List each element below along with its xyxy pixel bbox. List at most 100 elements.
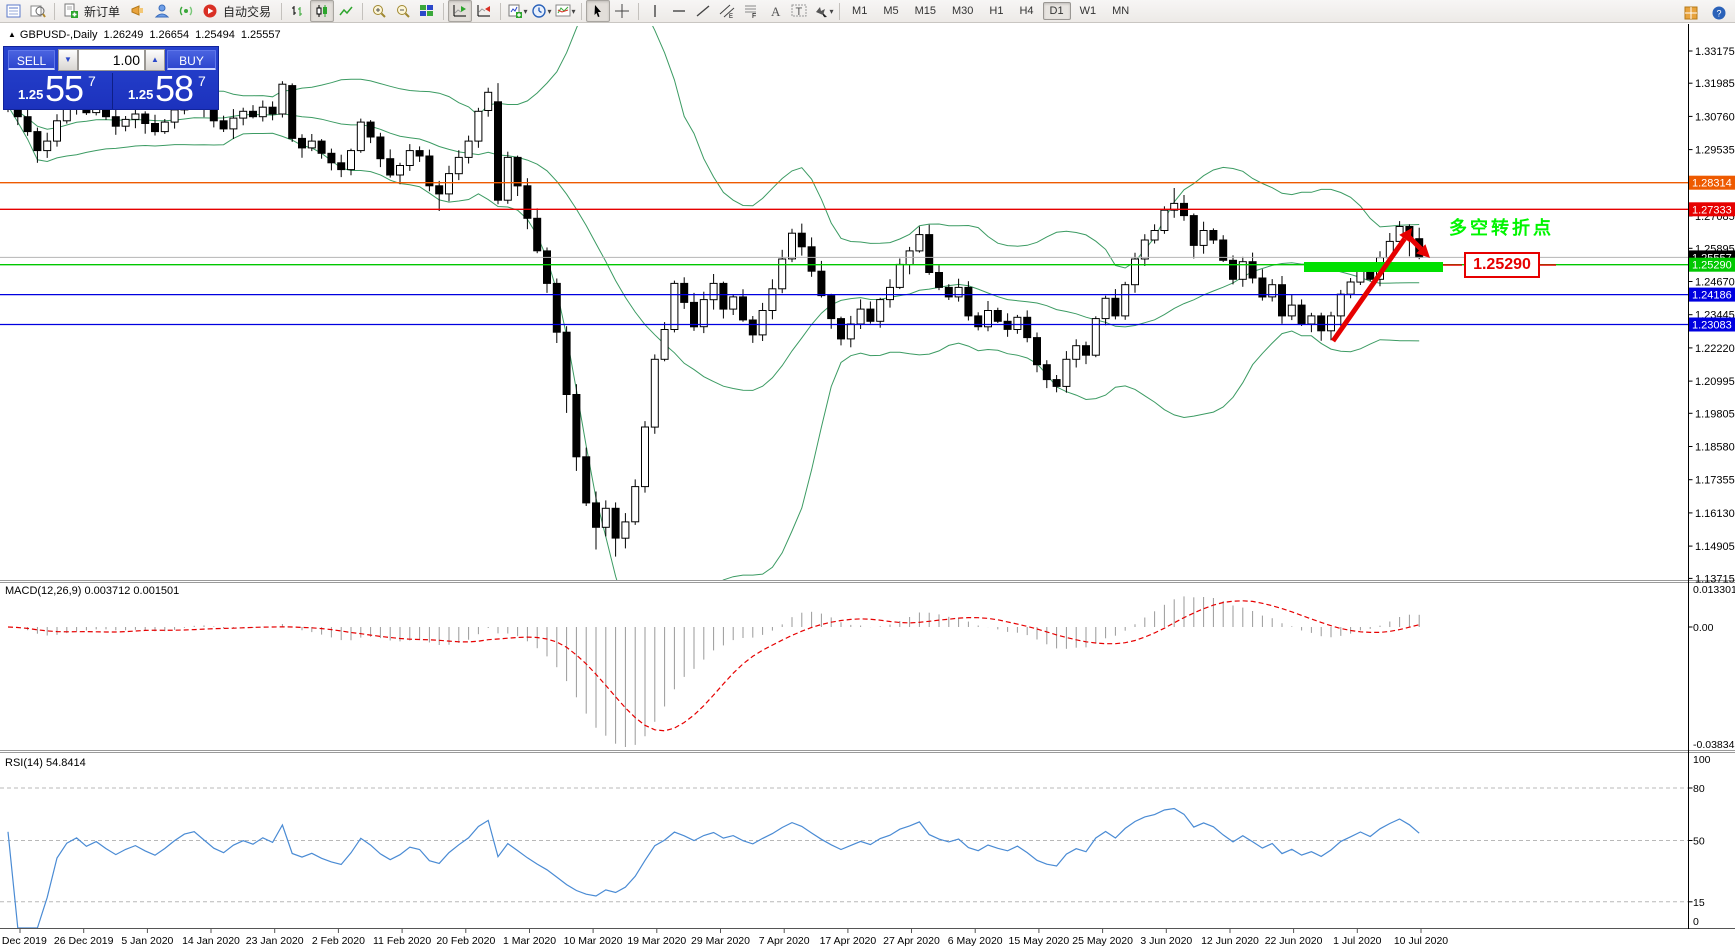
price-badge (1689, 175, 1735, 190)
menu-grid-button[interactable] (1679, 2, 1703, 24)
candle-chart-button[interactable] (310, 0, 335, 22)
chevron-down-icon[interactable]: ▾ (547, 6, 552, 16)
cursor-icon (594, 5, 602, 17)
zoom-out-button[interactable] (391, 0, 415, 22)
bar-chart-button[interactable] (286, 0, 310, 22)
autotrade-label[interactable]: 自动交易 (223, 4, 272, 19)
new-order-button[interactable] (59, 0, 83, 22)
rsi-axis-label: 80 (1693, 783, 1705, 795)
toolbar-separator (443, 2, 445, 20)
date-label: 7 Apr 2020 (759, 935, 810, 947)
data-window-button[interactable] (26, 0, 50, 22)
timeframe-h4-button[interactable]: H4 (1019, 5, 1034, 17)
chevron-down-icon[interactable]: ▾ (523, 6, 528, 16)
fibonacci-button[interactable]: F (739, 0, 763, 22)
down-arrow-annotation[interactable] (1404, 232, 1423, 251)
date-label: 2 Feb 2020 (312, 935, 365, 947)
timeframe-mn-button[interactable]: MN (1112, 5, 1130, 17)
zoom-in-icon (373, 5, 386, 18)
date-label: 20 Feb 2020 (436, 935, 495, 947)
price-tick-label: 1.17355 (1695, 475, 1735, 487)
rsi-pane[interactable] (0, 787, 1688, 928)
date-label: 14 Jan 2020 (182, 935, 240, 947)
channel-button[interactable]: E (715, 0, 739, 22)
price-callout-box[interactable]: 1.25290 (1464, 252, 1540, 278)
expert-advisor-button[interactable] (150, 0, 174, 22)
volume-increase-button[interactable]: ▲ (145, 49, 165, 71)
timeframe-w1-button[interactable]: W1 (1079, 5, 1097, 17)
volume-input[interactable]: 1.00 (78, 49, 145, 71)
support-zone-rectangle[interactable] (1304, 262, 1443, 272)
date-label: 25 May 2020 (1072, 935, 1133, 947)
buy-price[interactable]: 1.25 58 7 (114, 68, 220, 111)
chevron-down-icon[interactable]: ▾ (829, 6, 834, 16)
timeframe-m5-button[interactable]: M5 (883, 5, 899, 17)
indicators-button[interactable]: ▾ (505, 0, 529, 22)
buy-button[interactable]: BUY (167, 50, 216, 70)
trendline-button[interactable] (691, 0, 715, 22)
new-order-icon (64, 3, 78, 18)
news-button[interactable] (126, 0, 150, 22)
text-button[interactable]: A (763, 0, 787, 22)
date-label: 11 Feb 2020 (373, 935, 431, 947)
macd-axis-min: -0.038343 (1693, 739, 1735, 751)
tile-windows-button[interactable] (415, 0, 439, 22)
price-tick-label: 1.22220 (1695, 343, 1735, 355)
text-icon: A (771, 4, 781, 19)
crosshair-button[interactable] (610, 0, 634, 22)
date-label: 27 Apr 2020 (883, 935, 940, 947)
toolbar-right: ? (1679, 2, 1731, 24)
date-label: 10 Jul 2020 (1394, 935, 1448, 947)
chevron-down-icon[interactable]: ▾ (571, 6, 576, 16)
date-label: 12 Jun 2020 (1201, 935, 1259, 947)
bollinger-lower-band (7, 105, 1420, 580)
signals-button[interactable] (174, 0, 198, 22)
macd-axis-max: 0.013301 (1693, 584, 1735, 596)
news-icon (131, 5, 144, 16)
auto-scroll-button[interactable] (448, 0, 473, 22)
price-axis[interactable]: 1.331751.319851.307601.295351.270851.258… (1688, 46, 1735, 928)
turning-point-annotation[interactable]: 多空转折点 (1449, 218, 1554, 238)
svg-text:E: E (729, 14, 733, 19)
zoom-out-icon (397, 5, 410, 18)
periods-button[interactable]: ▾ (529, 0, 553, 22)
timeframe-m30-button[interactable]: M30 (952, 5, 974, 17)
date-label: 6 May 2020 (948, 935, 1003, 947)
line-chart-button[interactable] (334, 0, 358, 22)
market-watch-button[interactable] (2, 0, 26, 22)
volume-decrease-button[interactable]: ▼ (58, 49, 78, 71)
bollinger-upper-band (7, 26, 1420, 269)
macd-pane[interactable] (7, 596, 1420, 747)
timeframe-m15-button[interactable]: M15 (914, 5, 936, 17)
arrows-button[interactable]: ▾ (811, 0, 835, 22)
templates-button[interactable]: ▾ (553, 0, 577, 22)
vertical-line-button[interactable] (643, 0, 667, 22)
timeframe-d1-button[interactable]: D1 (1042, 2, 1071, 20)
main-chart-pane[interactable] (0, 0, 1688, 639)
timeframe-h1-button[interactable]: H1 (989, 5, 1004, 17)
autotrade-button[interactable] (198, 0, 222, 22)
sell-button[interactable]: SELL (8, 50, 55, 70)
new-order-label[interactable]: 新订单 (84, 4, 121, 19)
date-label: 10 Mar 2020 (564, 935, 623, 947)
price-tick-label: 1.18580 (1695, 442, 1735, 454)
collapse-triangle-icon[interactable]: ▲ (8, 30, 16, 39)
up-arrow-annotation[interactable] (1330, 237, 1407, 343)
time-axis[interactable]: 7 Dec 2019 26 Dec 2019 5 Jan 2020 14 Jan 20… (0, 929, 1448, 947)
svg-text:T: T (796, 6, 803, 18)
price-tick-label: 1.33175 (1695, 46, 1735, 58)
help-button[interactable]: ? (1707, 2, 1731, 24)
rsi-label: RSI(14) 54.8414 (5, 757, 86, 769)
horizontal-line-button[interactable] (667, 0, 691, 22)
zoom-in-button[interactable] (367, 0, 391, 22)
cursor-button[interactable] (586, 0, 611, 22)
symbol-period-label: GBPUSD-,Daily (19, 29, 98, 41)
timeframe-m1-button[interactable]: M1 (852, 5, 868, 17)
price-badge-label: 1.25290 (1692, 260, 1732, 272)
date-label: 17 Apr 2020 (820, 935, 877, 947)
chart-shift-button[interactable] (472, 0, 496, 22)
sell-price[interactable]: 1.25 55 7 (4, 68, 110, 111)
text-label-button[interactable]: T (787, 0, 811, 22)
